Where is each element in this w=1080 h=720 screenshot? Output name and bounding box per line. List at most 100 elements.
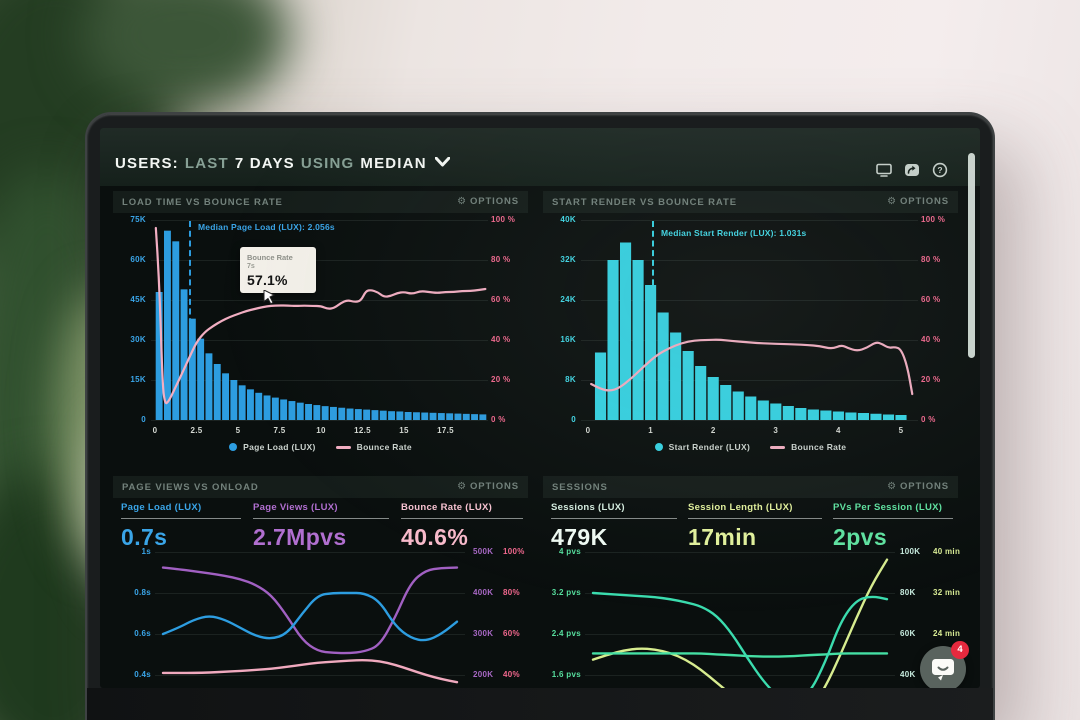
options-button[interactable]: ⚙ OPTIONS xyxy=(887,196,949,207)
panel-header: LOAD TIME VS BOUNCE RATE ⚙ OPTIONS xyxy=(113,191,528,213)
axis-tick: 60K xyxy=(130,255,146,264)
panel-title: SESSIONS xyxy=(552,482,608,493)
options-button[interactable]: ⚙ OPTIONS xyxy=(457,481,519,492)
help-icon[interactable]: ? xyxy=(932,162,948,178)
axis-tick: 100K xyxy=(900,547,921,556)
axis-tick: 15K xyxy=(130,375,146,384)
chart-plot[interactable] xyxy=(585,536,895,688)
legend-label: Start Render (LUX) xyxy=(668,442,751,452)
share-icon[interactable] xyxy=(904,162,920,178)
header-segment: USERS: xyxy=(115,155,179,172)
chat-bubble-icon xyxy=(932,659,954,681)
scrollbar-thumb[interactable] xyxy=(968,153,975,358)
axis-tick: 0.8s xyxy=(134,588,151,597)
panel-header: PAGE VIEWS VS ONLOAD ⚙ OPTIONS xyxy=(113,476,528,498)
axis-tick: 0 xyxy=(571,415,576,424)
axis-tick: 40K xyxy=(900,670,916,679)
panel-sessions: SESSIONS ⚙ OPTIONS Sessions (LUX) 479K Sess… xyxy=(543,476,961,688)
axis-tick: 45K xyxy=(130,295,146,304)
axis-tick: 3.2 pvs xyxy=(551,588,581,597)
chat-widget-button[interactable]: 4 xyxy=(920,641,969,688)
tooltip-subtitle: 7s xyxy=(247,263,255,270)
svg-text:?: ? xyxy=(937,165,942,175)
dashboard-screen: USERS: LAST 7 DAYS USING MEDIAN ? LOAD TIME … xyxy=(100,128,980,688)
axis-tick: 80 % xyxy=(491,255,511,264)
metric-label: Sessions (LUX) xyxy=(551,502,625,513)
median-annotation: Median Start Render (LUX): 1.031s xyxy=(661,228,807,238)
options-button[interactable]: ⚙ OPTIONS xyxy=(887,481,949,492)
laptop-bottom-bezel xyxy=(87,688,993,720)
chevron-down-icon xyxy=(434,157,450,167)
axis-tick: 4 pvs xyxy=(559,547,581,556)
legend-dot-swatch xyxy=(229,443,238,451)
x-axis-tick: 12.5 xyxy=(354,426,371,435)
x-axis-tick: 0 xyxy=(152,426,158,435)
axis-tick: 40K xyxy=(560,215,576,224)
axis-tick: 300K xyxy=(473,629,494,638)
legend-line-swatch xyxy=(335,445,351,449)
metric-underline xyxy=(833,518,953,519)
options-button[interactable]: ⚙ OPTIONS xyxy=(457,196,519,207)
x-axis-tick: 4 xyxy=(836,426,841,435)
median-marker-line xyxy=(189,221,191,334)
axis-tick: 40% xyxy=(503,670,520,679)
axis-tick: 30K xyxy=(130,335,146,344)
metric-underline xyxy=(551,518,677,519)
axis-tick: 80 % xyxy=(921,255,941,264)
axis-tick: 100 % xyxy=(921,215,946,224)
axis-tick: 32 min xyxy=(933,588,961,597)
metric-label: Bounce Rate (LUX) xyxy=(401,502,493,513)
gear-icon: ⚙ xyxy=(457,481,467,492)
legend-item[interactable]: Page Load (LUX) xyxy=(229,442,316,452)
legend-line-swatch xyxy=(770,445,786,449)
legend-item[interactable]: Start Render (LUX) xyxy=(654,442,751,452)
metric-underline xyxy=(253,518,389,519)
axis-tick: 24K xyxy=(560,295,576,304)
legend-item[interactable]: Bounce Rate xyxy=(335,442,412,452)
metric-label: Page Views (LUX) xyxy=(253,502,338,513)
axis-tick: 500K xyxy=(473,547,494,556)
x-axis-tick: 3 xyxy=(773,426,779,435)
axis-tick: 60% xyxy=(503,629,520,638)
axis-tick: 0 % xyxy=(921,415,936,424)
axis-tick: 75K xyxy=(130,215,146,224)
x-axis-tick: 17.5 xyxy=(437,426,454,435)
panel-load-time-vs-bounce-rate: LOAD TIME VS BOUNCE RATE ⚙ OPTIONS 75K 60K… xyxy=(113,191,528,463)
chart-plot[interactable] xyxy=(581,217,918,423)
tooltip-value: 57.1% xyxy=(247,272,288,288)
x-axis: 0 1 2 3 4 5 xyxy=(581,426,921,438)
display-icon[interactable] xyxy=(876,162,892,178)
axis-tick: 200K xyxy=(473,670,494,679)
axis-tick: 0 % xyxy=(491,415,506,424)
chart-plot[interactable] xyxy=(155,536,465,688)
metric-underline xyxy=(401,518,523,519)
axis-tick: 0.4s xyxy=(134,670,151,679)
axis-tick: 60 % xyxy=(921,295,941,304)
x-axis-tick: 0 xyxy=(585,426,591,435)
users-range-selector[interactable]: USERS: LAST 7 DAYS USING MEDIAN xyxy=(115,155,450,172)
x-axis-tick: 15 xyxy=(399,426,409,435)
chart-legend: Start Render (LUX) Bounce Rate xyxy=(543,442,958,452)
top-icon-group: ? xyxy=(876,162,948,178)
legend-label: Bounce Rate xyxy=(356,442,412,452)
legend-item[interactable]: Bounce Rate xyxy=(770,442,846,452)
x-axis-tick: 5 xyxy=(898,426,904,435)
axis-tick: 400K xyxy=(473,588,494,597)
axis-tick: 40 % xyxy=(921,335,941,344)
x-axis-tick: 2.5 xyxy=(190,426,203,435)
metric-underline xyxy=(121,518,241,519)
x-axis-tick: 2 xyxy=(710,426,716,435)
x-axis-tick: 1 xyxy=(648,426,653,435)
axis-tick: 8K xyxy=(565,375,576,384)
legend-label: Bounce Rate xyxy=(791,442,847,452)
chart-legend: Page Load (LUX) Bounce Rate xyxy=(113,442,528,452)
axis-tick: 32K xyxy=(560,255,576,264)
notification-badge: 4 xyxy=(951,641,969,659)
laptop-bezel: USERS: LAST 7 DAYS USING MEDIAN ? LOAD TIME … xyxy=(85,112,995,720)
chart-plot[interactable] xyxy=(151,217,488,423)
x-axis: 0 2.5 5 7.5 10 12.5 15 17.5 xyxy=(151,426,491,438)
axis-tick: 100% xyxy=(503,547,525,556)
gear-icon: ⚙ xyxy=(457,196,467,207)
